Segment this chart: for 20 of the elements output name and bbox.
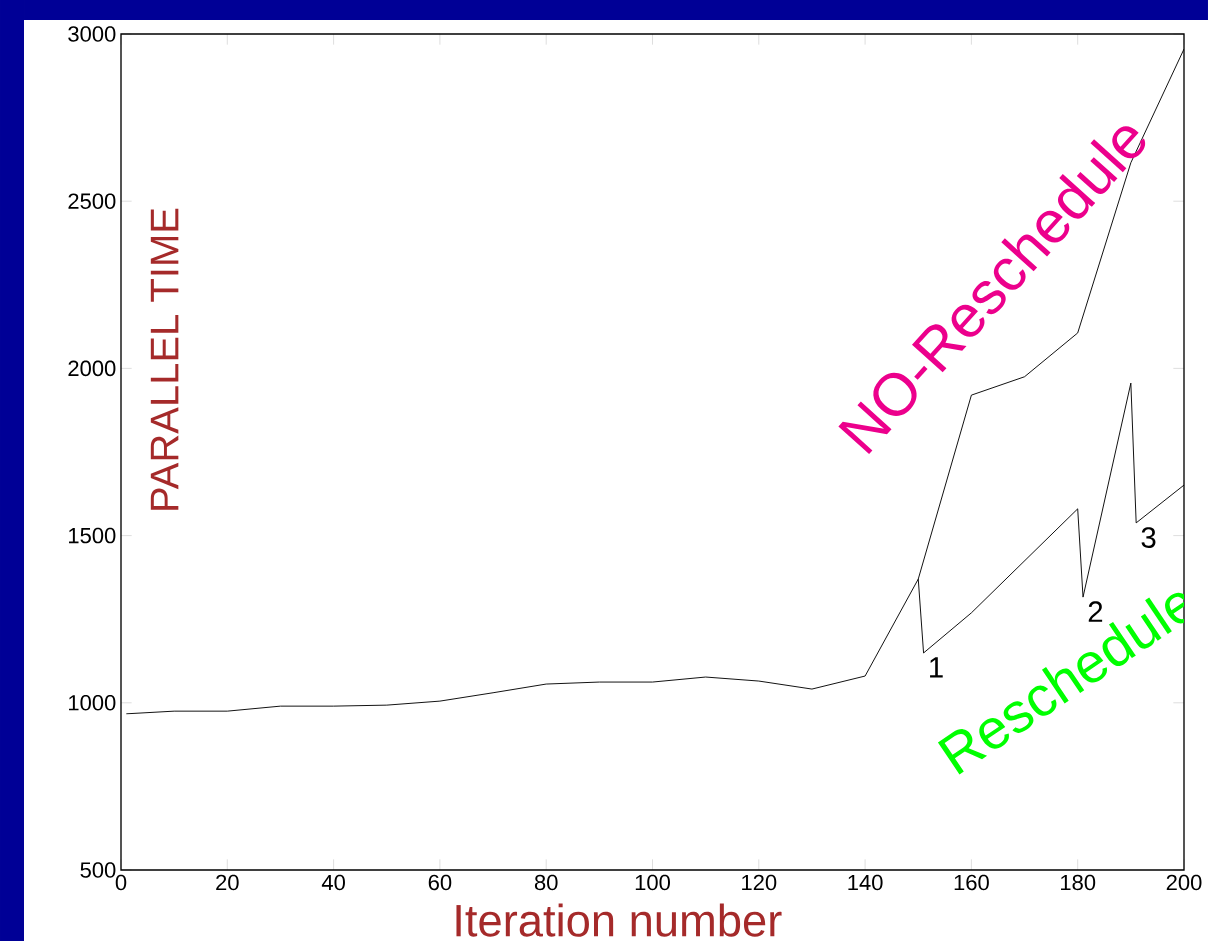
x-tick-label: 100 xyxy=(635,874,670,891)
x-tick-label: 40 xyxy=(321,874,345,891)
y-tick-label: 500 xyxy=(80,862,116,878)
y-tick-label: 2500 xyxy=(68,193,116,209)
x-tick-label: 0 xyxy=(115,874,127,891)
x-axis-title: Iteration number xyxy=(456,903,782,937)
x-tick-label: 120 xyxy=(742,874,777,891)
y-axis-title: PARALLEL TIME xyxy=(150,208,179,510)
x-tick-label: 140 xyxy=(848,874,883,891)
y-tick-label: 2000 xyxy=(68,360,116,377)
x-tick-label: 180 xyxy=(1061,874,1096,891)
x-tick-label: 80 xyxy=(534,874,558,891)
y-tick-label: 1500 xyxy=(69,527,116,544)
x-tick-label: 60 xyxy=(428,874,452,891)
x-tick-label: 200 xyxy=(1166,874,1202,891)
y-tick-label: 1000 xyxy=(69,694,116,711)
annotation: 3 xyxy=(1141,527,1156,548)
x-tick-label: 160 xyxy=(954,874,989,891)
x-tick-label: 20 xyxy=(216,874,239,891)
y-tick-label: 3000 xyxy=(68,26,116,42)
